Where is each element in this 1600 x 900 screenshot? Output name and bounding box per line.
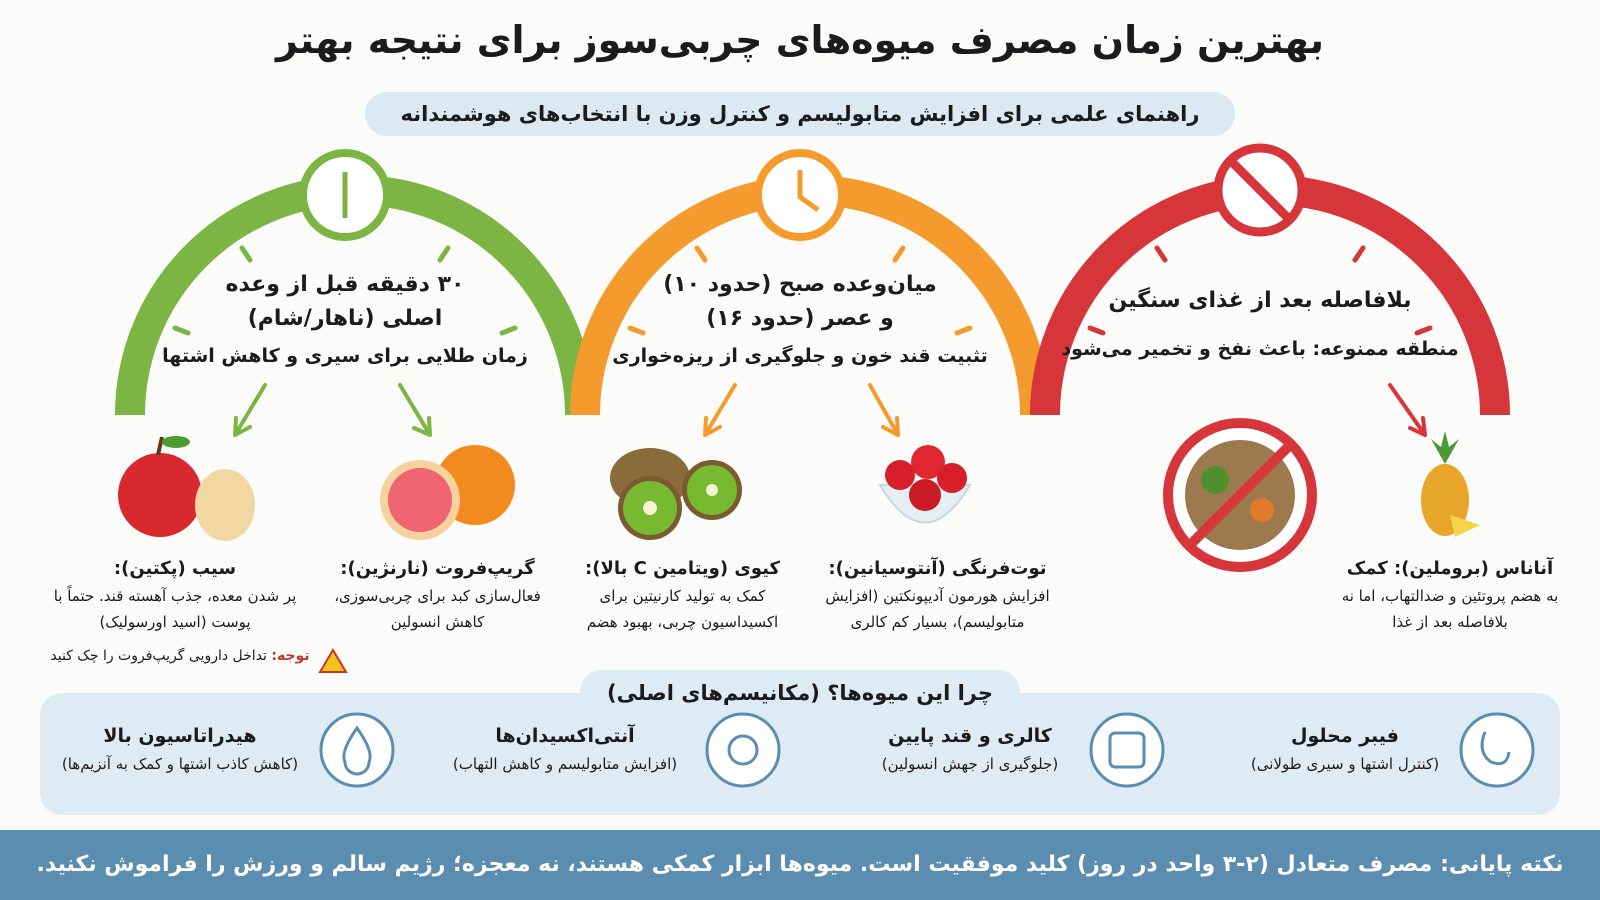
mechanism-text: (جلوگیری از جهش انسولین) — [881, 755, 1059, 773]
mechanisms-title: چرا این میوه‌ها؟ (مکانیسم‌های اصلی) — [580, 670, 1020, 716]
fruit-text: افزایش هورمون آدیپونکتین (افزایش متابولی… — [825, 587, 1050, 631]
gauge-description: منطقه ممنوعه: باعث نفخ و تخمیر می‌شود — [1061, 338, 1459, 360]
fruit-images — [118, 418, 1480, 572]
mechanism-text: (کاهش کاذب اشتها و کمک به آنزیم‌ها) — [61, 755, 299, 773]
gauge-description: تثبیت قند خون و جلوگیری از ریزه‌خواری — [612, 345, 988, 367]
fruit-card: گریپ‌فروت (نارنژین): فعال‌سازی کبد برای … — [315, 555, 560, 635]
mechanism-text: (کنترل اشتها و سیری طولانی) — [1250, 755, 1440, 773]
arrows — [233, 383, 1427, 437]
mechanism: فیبر محلول (کنترل اشتها و سیری طولانی) — [1225, 725, 1465, 773]
fruit-card: آناناس (بروملین): کمک به هضم پروتئین و ض… — [1330, 555, 1570, 635]
fruit-name: سیب (پکتین): — [113, 558, 237, 579]
fruit-card: سیب (پکتین): پر شدن معده، جذب آهسته قند.… — [40, 555, 310, 635]
gauge-title: ۳۰ دقیقه قبل از وعده اصلی (ناهار/شام) — [225, 272, 465, 331]
mechanism-title: کالری و قند پایین — [888, 725, 1052, 747]
mechanism-title: فیبر محلول — [1291, 725, 1399, 747]
warning-label: توجه: — [271, 648, 310, 664]
warning-icon — [318, 648, 348, 673]
fruit-card: کیوی (ویتامین C بالا): کمک به تولید کارن… — [560, 555, 805, 635]
title: بهترین زمان مصرف میوه‌های چربی‌سوز برای … — [276, 18, 1324, 62]
gauge-title: بلافاصله بعد از غذای سنگین — [1108, 288, 1412, 313]
fruit-text: به هضم پروتئین و ضدالتهاب، اما نه بلافاص… — [1341, 587, 1559, 631]
fruit-name: آناناس (بروملین): کمک — [1346, 558, 1554, 579]
mechanism-title: هیدراتاسیون بالا — [103, 725, 257, 747]
fruit-text: کمک به تولید کارنیتین برای اکسیداسیون چر… — [586, 587, 779, 631]
fruit-name: کیوی (ویتامین C بالا): — [585, 558, 780, 579]
fruit-text: پر شدن معده، جذب آهسته قند. حتماً با پوس… — [53, 587, 297, 631]
footer: نکته پایانی: مصرف متعادل (۲-۳ واحد در رو… — [0, 830, 1600, 900]
mechanism: کالری و قند پایین (جلوگیری از جهش انسولی… — [850, 725, 1090, 773]
mechanism: هیدراتاسیون بالا (کاهش کاذب اشتها و کمک … — [45, 725, 315, 773]
mechanism: آنتی‌اکسیدان‌ها (افزایش متابولیسم و کاهش… — [430, 725, 700, 773]
fruit-card: توت‌فرنگی (آنتوسیانین): افزایش هورمون آد… — [810, 555, 1065, 635]
subtitle: راهنمای علمی برای افزایش متابولیسم و کنت… — [365, 92, 1235, 136]
mechanism-title: آنتی‌اکسیدان‌ها — [495, 725, 635, 747]
gauge-title: میان‌وعده صبح (حدود ۱۰) و عصر (حدود ۱۶) — [663, 272, 937, 331]
mechanism-text: (افزایش متابولیسم و کاهش التهاب) — [452, 755, 678, 773]
gauge-description: زمان طلایی برای سیری و کاهش اشتها — [162, 345, 528, 367]
fruit-text: فعال‌سازی کبد برای چربی‌سوزی، کاهش انسول… — [334, 587, 541, 631]
fruit-name: توت‌فرنگی (آنتوسیانین): — [828, 558, 1047, 579]
warning-text: تداخل دارویی گریپ‌فروت را چک کنید — [50, 648, 267, 664]
warning: توجه: تداخل دارویی گریپ‌فروت را چک کنید — [40, 648, 320, 664]
gauge-icons — [299, 143, 1307, 241]
fruit-name: گریپ‌فروت (نارنژین): — [340, 558, 535, 579]
